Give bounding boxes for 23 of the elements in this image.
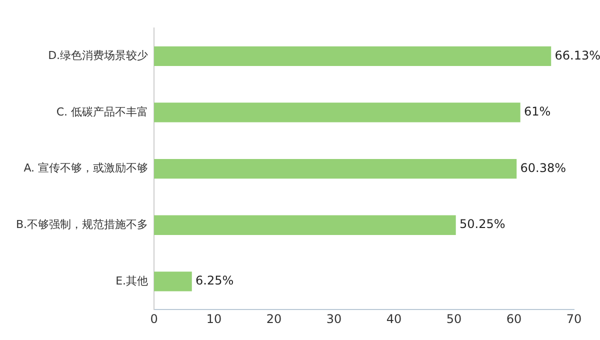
y-tick-label: B.不够强制，规范措施不多 bbox=[16, 218, 148, 231]
data-label: 6.25% bbox=[196, 274, 234, 288]
x-tick-label: 60 bbox=[506, 312, 522, 326]
x-tick-label: 10 bbox=[206, 312, 222, 326]
data-label: 50.25% bbox=[460, 217, 506, 232]
bar bbox=[154, 102, 520, 122]
y-tick-label: E.其他 bbox=[116, 274, 148, 288]
bar bbox=[154, 272, 192, 292]
x-tick-label: 50 bbox=[446, 312, 462, 326]
bar bbox=[154, 158, 517, 179]
x-tick-label: 20 bbox=[266, 312, 282, 326]
bar bbox=[154, 46, 552, 66]
x-tick-label: 0 bbox=[150, 312, 158, 326]
y-tick-label: C. 低碳产品不丰富 bbox=[56, 105, 148, 118]
data-label: 60.38% bbox=[520, 160, 566, 175]
y-tick-label: A. 宣传不够，或激励不够 bbox=[24, 162, 148, 175]
bar bbox=[154, 215, 456, 235]
y-tick-label: D.绿色消费场景较少 bbox=[48, 49, 148, 62]
x-tick-label: 30 bbox=[326, 312, 342, 326]
data-label: 61% bbox=[524, 104, 551, 119]
x-tick-label: 70 bbox=[566, 312, 582, 326]
data-label: 66.13% bbox=[554, 48, 600, 62]
x-tick-label: 40 bbox=[386, 312, 402, 326]
